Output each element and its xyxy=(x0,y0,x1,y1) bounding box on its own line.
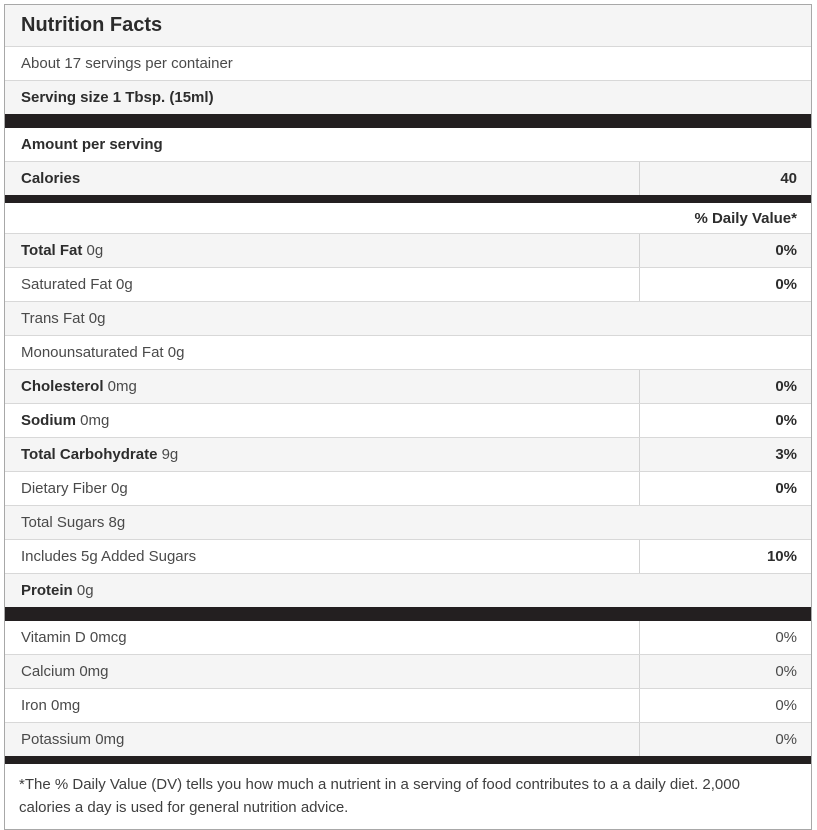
daily-value-header-row: % Daily Value* xyxy=(5,203,811,233)
page-title: Nutrition Facts xyxy=(21,14,163,36)
nutrient-row-saturated-fat: Saturated Fat 0g 0% xyxy=(5,267,811,301)
micronutrient-dv: 0% xyxy=(775,731,797,748)
section-divider-bar xyxy=(5,756,811,764)
nutrient-amount: 0g xyxy=(72,582,94,599)
nutrient-name: Saturated Fat 0g xyxy=(21,276,133,293)
serving-size-text: Serving size 1 Tbsp. (15ml) xyxy=(21,89,214,106)
nutrient-row-total-carbohydrate: Total Carbohydrate 9g 3% xyxy=(5,437,811,471)
micronutrient-row-potassium: Potassium 0mg 0% xyxy=(5,722,811,756)
nutrient-row-total-sugars: Total Sugars 8g xyxy=(5,505,811,539)
nutrition-facts-label: Nutrition Facts About 17 servings per co… xyxy=(4,4,812,830)
nutrient-name: Trans Fat 0g xyxy=(21,310,106,327)
nutrient-row-dietary-fiber: Dietary Fiber 0g 0% xyxy=(5,471,811,505)
micronutrient-name: Potassium 0mg xyxy=(21,731,125,748)
nutrient-name: Cholesterol xyxy=(21,378,104,395)
micronutrient-dv: 0% xyxy=(775,697,797,714)
nutrient-name: Includes 5g Added Sugars xyxy=(21,548,197,565)
servings-per-container-text: About 17 servings per container xyxy=(21,55,233,72)
nutrient-row-sodium: Sodium 0mg 0% xyxy=(5,403,811,437)
nutrient-name: Sodium xyxy=(21,412,76,429)
calories-value: 40 xyxy=(780,170,797,187)
micronutrient-row-calcium: Calcium 0mg 0% xyxy=(5,654,811,688)
nutrient-amount: 0g xyxy=(82,242,104,259)
title-row: Nutrition Facts xyxy=(5,5,811,46)
section-divider-bar xyxy=(5,114,811,128)
micronutrient-row-vitamin-d: Vitamin D 0mcg 0% xyxy=(5,621,811,654)
nutrient-dv: 0% xyxy=(775,412,797,429)
nutrient-amount: 0mg xyxy=(76,412,110,429)
micronutrient-dv: 0% xyxy=(775,629,797,646)
amount-per-serving-text: Amount per serving xyxy=(21,136,163,153)
nutrient-row-total-fat: Total Fat 0g 0% xyxy=(5,233,811,267)
micronutrient-dv: 0% xyxy=(775,663,797,680)
section-divider-bar xyxy=(5,607,811,621)
nutrient-row-monounsaturated-fat: Monounsaturated Fat 0g xyxy=(5,335,811,369)
nutrient-dv: 0% xyxy=(775,378,797,395)
calories-label: Calories xyxy=(21,170,81,187)
micronutrient-row-iron: Iron 0mg 0% xyxy=(5,688,811,722)
nutrient-dv: 0% xyxy=(775,242,797,259)
daily-value-header: % Daily Value* xyxy=(694,209,797,227)
nutrient-name: Total Sugars 8g xyxy=(21,514,126,531)
nutrient-dv: 10% xyxy=(766,548,797,565)
micronutrient-name: Vitamin D 0mcg xyxy=(21,629,127,646)
nutrient-amount: 9g xyxy=(157,446,179,463)
nutrient-row-added-sugars: Includes 5g Added Sugars 10% xyxy=(5,539,811,573)
calories-row: Calories 40 xyxy=(5,161,811,195)
micronutrient-name: Iron 0mg xyxy=(21,697,81,714)
nutrient-name: Total Carbohydrate xyxy=(21,446,158,463)
amount-per-serving-row: Amount per serving xyxy=(5,128,811,161)
page: Nutrition Facts About 17 servings per co… xyxy=(4,4,812,830)
servings-per-container-row: About 17 servings per container xyxy=(5,46,811,80)
nutrient-dv: 3% xyxy=(775,446,797,463)
daily-value-footnote: *The % Daily Value (DV) tells you how mu… xyxy=(19,776,740,816)
nutrient-row-protein: Protein 0g xyxy=(5,573,811,607)
nutrient-name: Total Fat xyxy=(21,242,83,259)
nutrient-name: Dietary Fiber 0g xyxy=(21,480,128,497)
nutrient-row-trans-fat: Trans Fat 0g xyxy=(5,301,811,335)
nutrient-dv: 0% xyxy=(775,276,797,293)
nutrient-dv: 0% xyxy=(775,480,797,497)
nutrient-amount: 0mg xyxy=(103,378,137,395)
nutrient-row-cholesterol: Cholesterol 0mg 0% xyxy=(5,369,811,403)
micronutrient-name: Calcium 0mg xyxy=(21,663,109,680)
nutrient-name: Protein xyxy=(21,582,73,599)
serving-size-row: Serving size 1 Tbsp. (15ml) xyxy=(5,80,811,114)
section-divider-bar xyxy=(5,195,811,203)
nutrient-name: Monounsaturated Fat 0g xyxy=(21,344,185,361)
